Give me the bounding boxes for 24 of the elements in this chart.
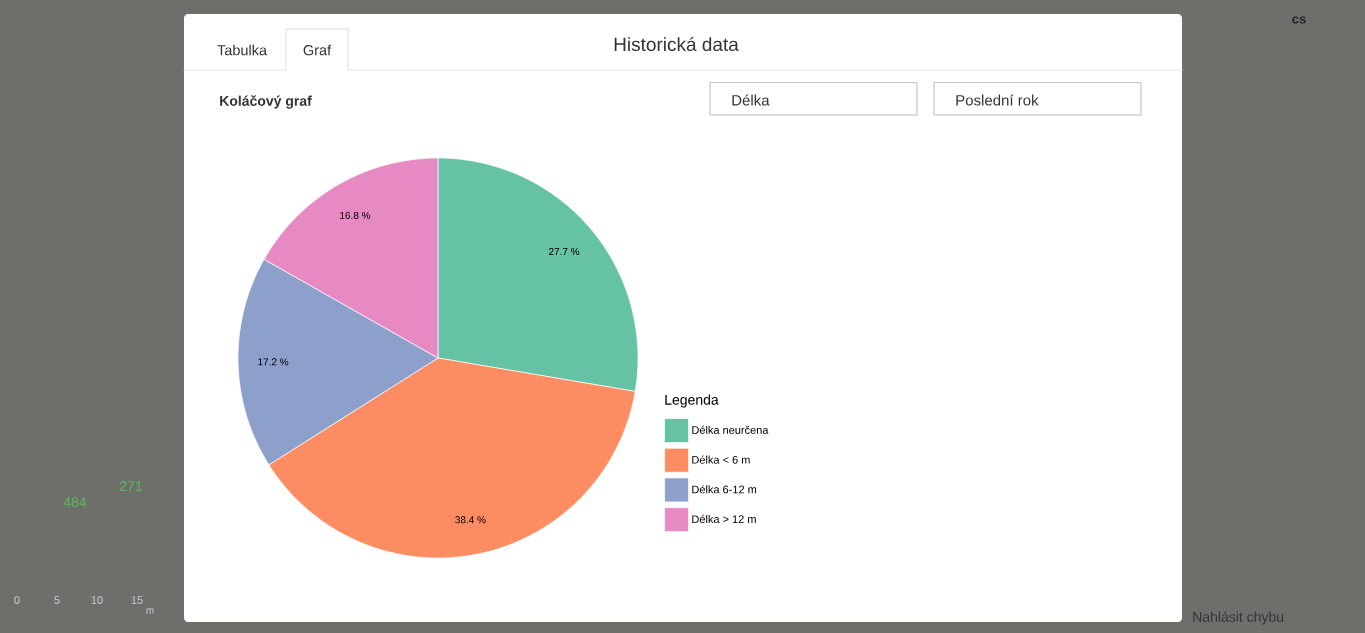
data-label: 38.4 % — [455, 516, 486, 524]
data-label: 27.7 % — [548, 248, 580, 256]
text: Tabulka — [217, 44, 267, 56]
text: 271 — [120, 481, 142, 491]
text: cs — [1292, 16, 1306, 24]
text: 15 — [131, 596, 143, 604]
text: 484 — [63, 497, 87, 507]
legend-label: Délka 6-12 m — [692, 485, 757, 494]
legend-title: Legenda — [665, 394, 719, 408]
text: Délka — [732, 94, 770, 106]
text: 0 — [14, 596, 20, 604]
text: 10 — [91, 596, 103, 604]
text: Koláčový graf — [220, 95, 312, 109]
legend-label: Délka > 12 m — [692, 514, 756, 524]
legend-label: Délka neurčena — [692, 425, 769, 434]
chart-title: Historická data — [614, 36, 739, 52]
legend-label: Délka < 6 m — [692, 455, 750, 464]
text: Nahlásit chybu — [1193, 611, 1284, 625]
text: Graf — [303, 44, 332, 56]
data-label: 16.8 % — [340, 211, 371, 219]
text: m — [146, 608, 154, 614]
text: 5 — [54, 596, 60, 604]
text: Poslední rok — [956, 94, 1039, 106]
data-label: 17.2 % — [258, 358, 289, 366]
